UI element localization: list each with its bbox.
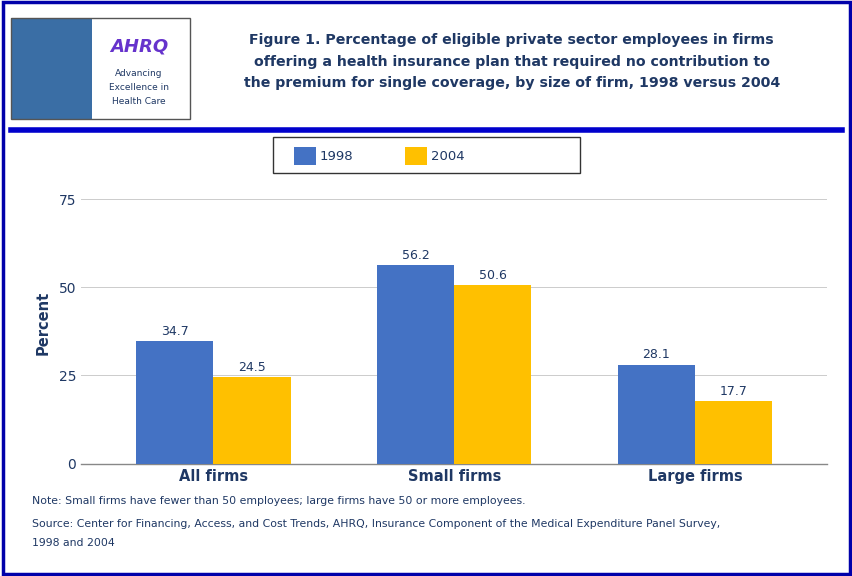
Text: the premium for single coverage, by size of firm, 1998 versus 2004: the premium for single coverage, by size… — [244, 76, 779, 90]
Bar — [617, 365, 694, 464]
Text: Source: Center for Financing, Access, and Cost Trends, AHRQ, Insurance Component: Source: Center for Financing, Access, an… — [32, 519, 720, 529]
Text: 50.6: 50.6 — [478, 268, 506, 282]
Text: Health Care: Health Care — [112, 97, 165, 106]
Text: 1998: 1998 — [320, 150, 353, 162]
Text: 2004: 2004 — [430, 150, 463, 162]
Bar — [453, 285, 531, 464]
Text: 34.7: 34.7 — [161, 325, 188, 338]
Text: 56.2: 56.2 — [401, 249, 429, 262]
Text: AHRQ: AHRQ — [110, 37, 168, 55]
Y-axis label: Percent: Percent — [35, 290, 50, 355]
Bar — [136, 341, 213, 464]
Bar — [213, 377, 291, 464]
Text: 1998 and 2004: 1998 and 2004 — [32, 537, 115, 548]
Text: offering a health insurance plan that required no contribution to: offering a health insurance plan that re… — [254, 55, 769, 69]
Text: Advancing: Advancing — [115, 69, 163, 78]
Text: Figure 1. Percentage of eligible private sector employees in firms: Figure 1. Percentage of eligible private… — [249, 33, 774, 47]
Text: Excellence in: Excellence in — [109, 83, 169, 92]
Text: 24.5: 24.5 — [238, 361, 266, 374]
Text: Note: Small firms have fewer than 50 employees; large firms have 50 or more empl: Note: Small firms have fewer than 50 emp… — [32, 496, 526, 506]
Text: 17.7: 17.7 — [719, 385, 746, 397]
Bar — [377, 266, 454, 464]
Bar — [694, 401, 771, 464]
Text: 28.1: 28.1 — [642, 348, 670, 361]
